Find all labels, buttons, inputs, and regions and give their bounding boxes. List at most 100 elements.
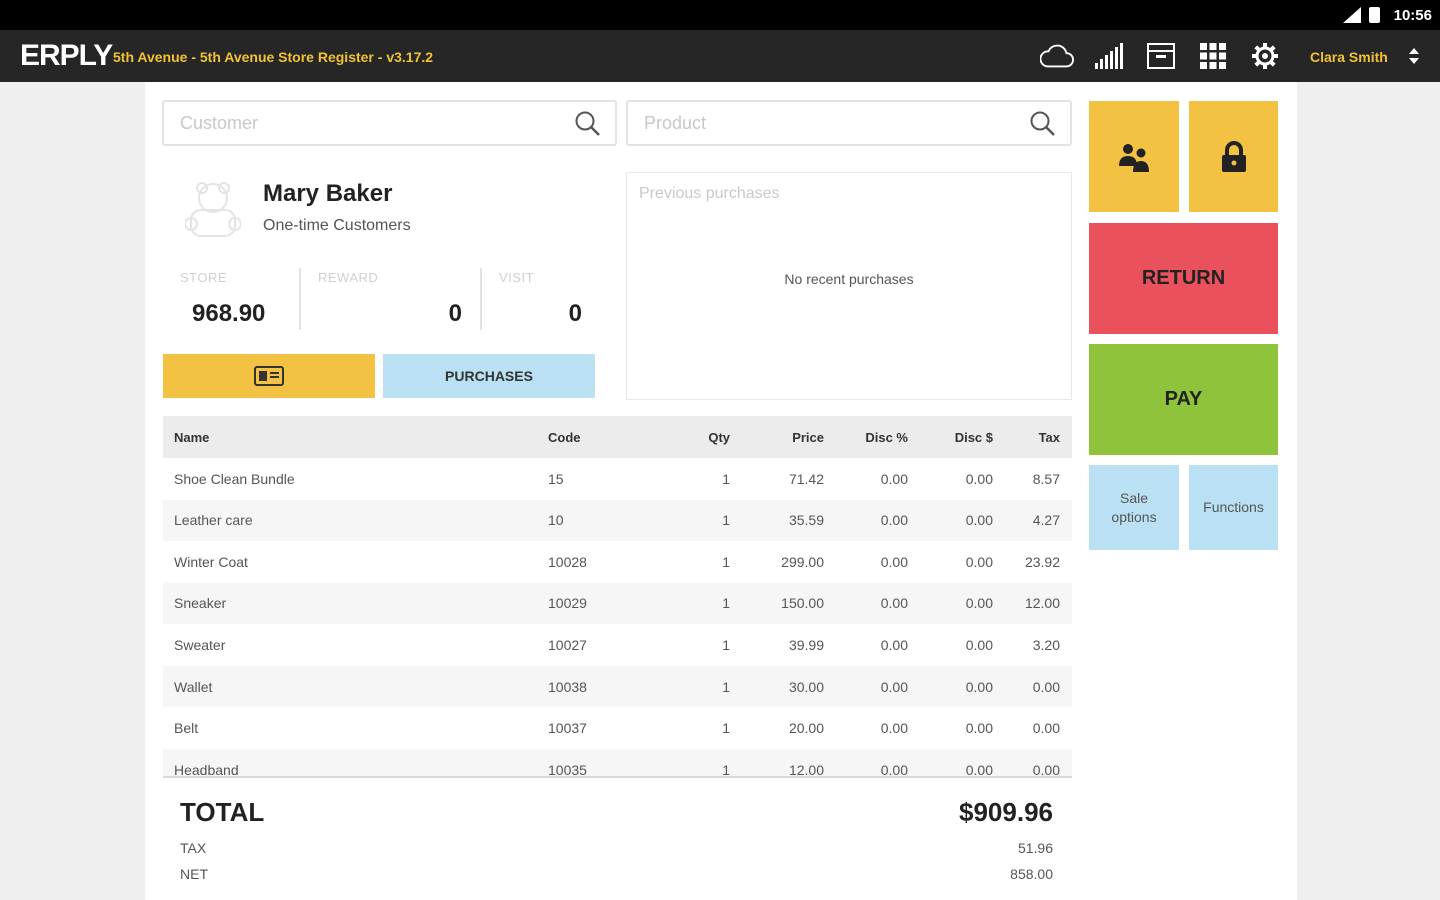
cell-name: Winter Coat [174,553,248,570]
customer-avatar-icon [185,182,241,237]
purchases-button[interactable]: PURCHASES [383,354,595,398]
no-purchases-text: No recent purchases [784,271,914,287]
cell-disc-percent: 0.00 [880,553,908,570]
stat-visit-value: 0 [568,300,582,327]
user-dropdown-icon[interactable] [1408,46,1420,66]
cell-price: 35.59 [788,512,824,529]
previous-purchases-panel: Previous purchases No recent purchases [626,172,1072,400]
cell-price: 30.00 [788,678,824,695]
signal-icon[interactable] [1092,40,1126,72]
cell-tax: 0.00 [1032,720,1060,737]
table-row[interactable]: Sneaker 10029 1 150.00 0.00 0.00 12.00 [163,582,1072,624]
col-disc-percent[interactable]: Disc % [865,429,908,445]
cell-tax: 8.57 [1032,470,1060,487]
customer-name: Mary Baker [263,180,393,207]
customer-card-button[interactable] [163,354,375,398]
total-value: $909.96 [959,797,1053,827]
table-header: Name Code Qty Price Disc % Disc $ Tax [163,416,1072,458]
cart-table: Name Code Qty Price Disc % Disc $ Tax Sh… [163,416,1072,778]
stat-divider [480,268,482,330]
lock-button[interactable] [1189,101,1278,212]
stat-store-label: STORE [180,270,228,285]
cell-qty: 1 [722,595,730,612]
cell-disc-percent: 0.00 [880,761,908,778]
cell-code: 10027 [548,636,587,653]
col-name[interactable]: Name [174,429,210,445]
cell-price: 20.00 [788,720,824,737]
col-tax[interactable]: Tax [1038,429,1060,445]
cell-name: Leather care [174,512,253,529]
drawer-icon[interactable] [1144,40,1178,72]
cell-qty: 1 [722,512,730,529]
col-code[interactable]: Code [548,429,581,445]
id-card-icon [254,366,284,386]
battery-icon [1369,7,1380,23]
cell-code: 10 [548,512,564,529]
return-button[interactable]: RETURN [1089,223,1278,334]
cell-qty: 1 [722,678,730,695]
cell-code: 10038 [548,678,587,695]
stat-visit-label: VISIT [499,270,535,285]
previous-purchases-title: Previous purchases [639,185,780,202]
gear-icon[interactable] [1248,40,1282,72]
sale-options-button[interactable]: Sale options [1089,465,1179,550]
customer-group: One-time Customers [263,217,411,234]
cell-disc-percent: 0.00 [880,678,908,695]
status-bar: 10:56 [0,0,1440,30]
cell-disc-amount: 0.00 [965,512,993,529]
table-row[interactable]: Winter Coat 10028 1 299.00 0.00 0.00 23.92 [163,541,1072,583]
cell-name: Sweater [174,636,226,653]
cell-code: 10028 [548,553,587,570]
total-label: TOTAL [180,797,265,827]
cell-name: Shoe Clean Bundle [174,470,295,487]
col-price[interactable]: Price [792,429,824,445]
product-search[interactable] [626,100,1072,146]
customers-button[interactable] [1089,101,1179,212]
cell-tax: 4.27 [1032,512,1060,529]
users-icon [1119,143,1149,172]
toolbar-icons [1040,40,1282,72]
cell-disc-percent: 0.00 [880,636,908,653]
stat-reward-label: REWARD [318,270,379,285]
cell-disc-percent: 0.00 [880,470,908,487]
grid-icon[interactable] [1196,40,1230,72]
table-row[interactable]: Sweater 10027 1 39.99 0.00 0.00 3.20 [163,624,1072,666]
search-icon[interactable] [575,111,601,137]
search-icon[interactable] [1030,111,1056,137]
customer-search-input[interactable] [180,111,560,135]
cell-tax: 0.00 [1032,678,1060,695]
register-title: 5th Avenue - 5th Avenue Store Register -… [113,49,434,65]
cell-name: Wallet [174,678,213,695]
cell-price: 71.42 [788,470,824,487]
cloud-icon[interactable] [1040,40,1074,72]
status-icons [1343,7,1380,23]
pay-button[interactable]: PAY [1089,344,1278,455]
cell-price: 12.00 [788,761,824,778]
table-row[interactable]: Leather care 10 1 35.59 0.00 0.00 4.27 [163,499,1072,541]
table-row[interactable]: Belt 10037 1 20.00 0.00 0.00 0.00 [163,707,1072,749]
cell-disc-amount: 0.00 [965,761,993,778]
functions-button[interactable]: Functions [1189,465,1278,550]
stat-divider [299,268,301,330]
table-row[interactable]: Shoe Clean Bundle 15 1 71.42 0.00 0.00 8.57 [163,458,1072,499]
net-label: NET [180,866,208,882]
cell-price: 150.00 [781,595,824,612]
col-disc-amount[interactable]: Disc $ [954,429,993,445]
product-search-input[interactable] [644,111,1024,135]
cell-name: Belt [174,720,199,737]
col-qty[interactable]: Qty [708,429,730,445]
tax-value: 51.96 [1017,840,1053,856]
customer-search[interactable] [162,100,617,146]
cell-tax: 0.00 [1032,761,1060,778]
cell-disc-amount: 0.00 [965,720,993,737]
table-row[interactable]: Headband 10035 1 12.00 0.00 0.00 0.00 [163,749,1072,778]
cell-tax: 23.92 [1024,553,1060,570]
cell-tax: 12.00 [1024,595,1060,612]
tax-label: TAX [180,840,207,856]
user-name[interactable]: Clara Smith [1310,49,1388,65]
cell-disc-amount: 0.00 [965,553,993,570]
cell-qty: 1 [722,720,730,737]
table-row[interactable]: Wallet 10038 1 30.00 0.00 0.00 0.00 [163,666,1072,707]
cell-code: 15 [548,470,564,487]
cell-code: 10029 [548,595,587,612]
